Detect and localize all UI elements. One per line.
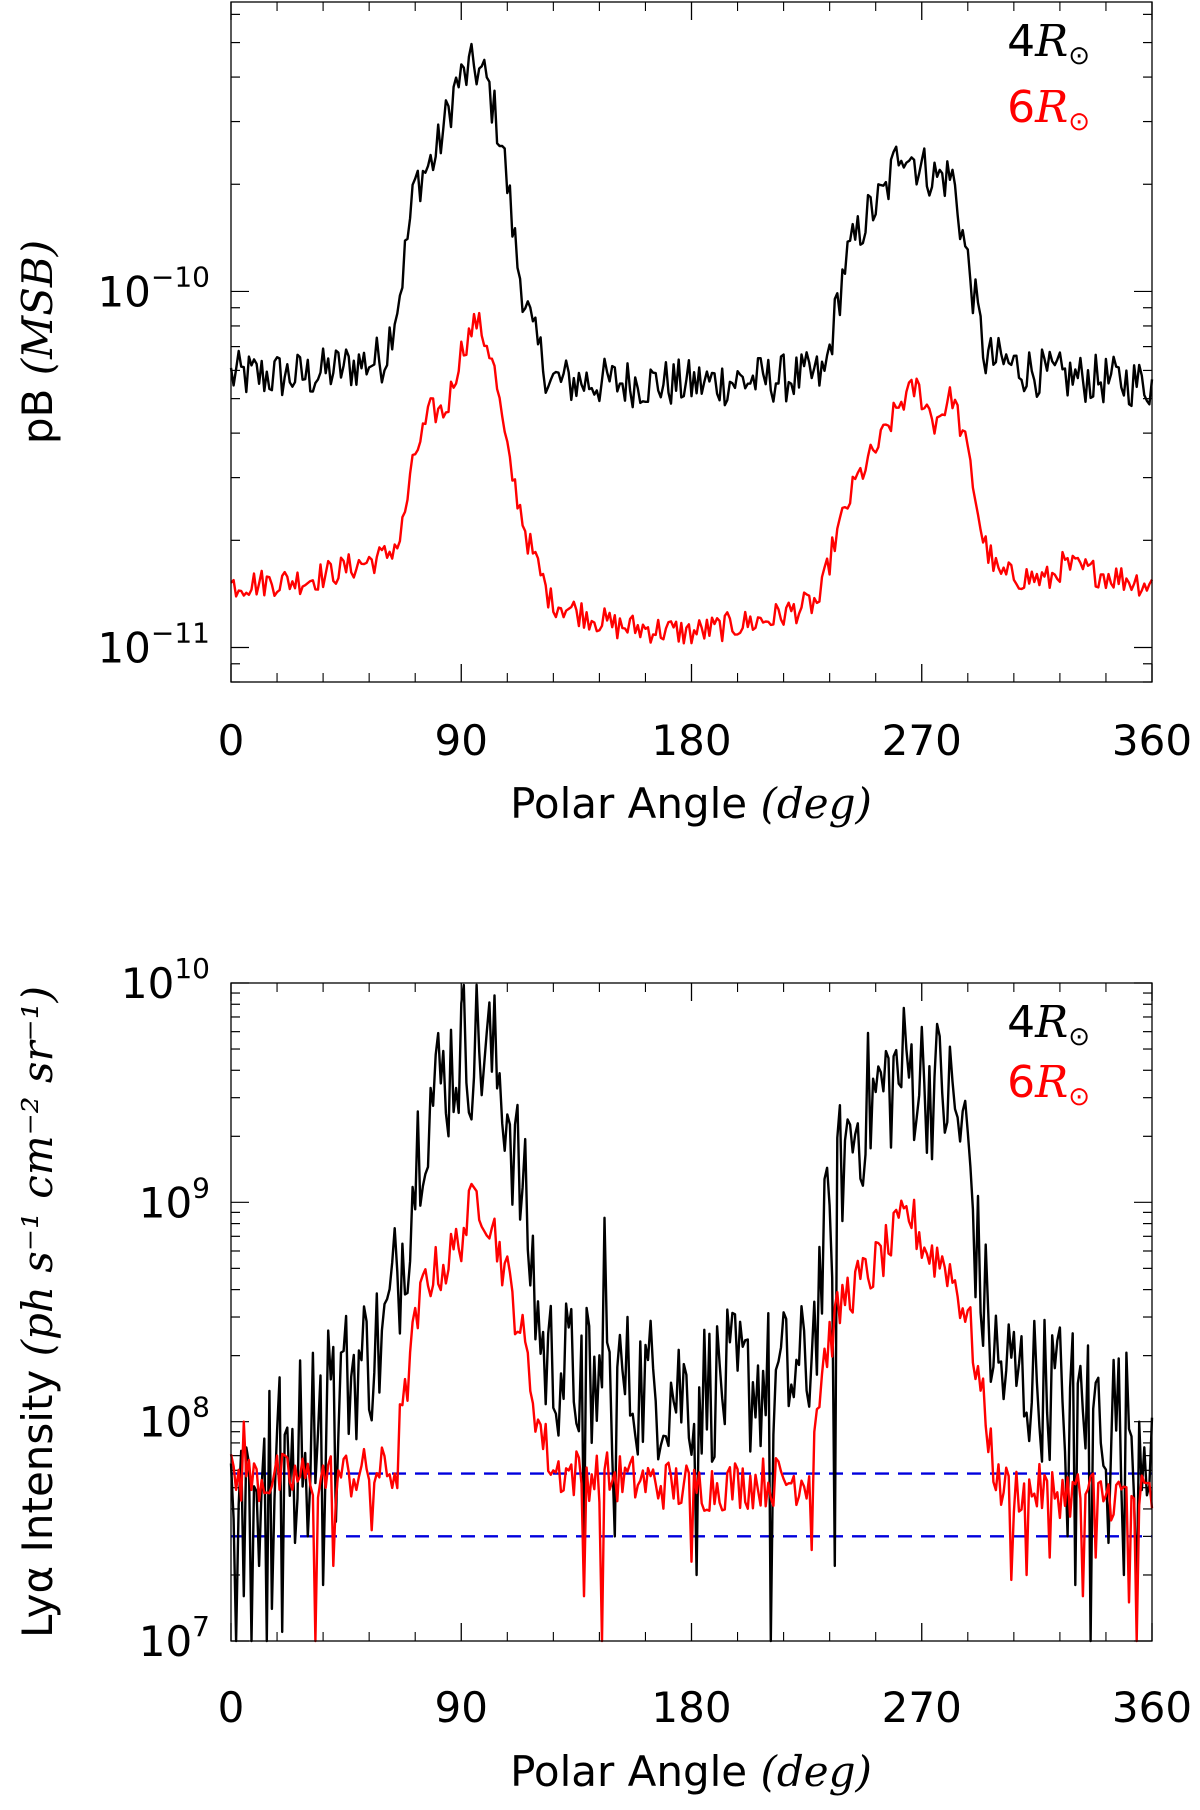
lya-legend-4rsun: 4R⊙ [1007,997,1090,1052]
pb-series-group [229,42,1154,645]
y-tick-label: 108 [139,1391,210,1447]
pb-y-axis-label: pB (MSB) [13,240,62,444]
series-line-4rsun [229,42,1154,409]
y-tick-label: 10−11 [97,616,210,672]
x-tick-label: 270 [882,716,962,765]
y-tick-label: 107 [139,1610,210,1666]
y-tick-label: 1010 [121,952,210,1008]
x-tick-label: 270 [882,1683,962,1732]
x-tick-label: 0 [218,716,245,765]
x-tick-label: 180 [651,1683,731,1732]
series-line-4rsun [229,983,1154,1643]
pb-legend-4rsun: 4R⊙ [1007,16,1090,71]
lya-y-tick-labels: 1010 109 108 107 [121,952,210,1666]
x-tick-label: 90 [435,1683,488,1732]
lya-legend: 4R⊙ 6R⊙ [1007,997,1090,1112]
lya-legend-6rsun: 6R⊙ [1007,1057,1090,1112]
x-tick-label: 0 [218,1683,245,1732]
pb-panel: 0 90 180 270 360 10−10 10−11 Polar Angle (deg… [13,1,1192,828]
pb-x-tick-labels: 0 90 180 270 360 [218,716,1192,765]
x-tick-label: 360 [1112,1683,1192,1732]
pb-ticks [230,2,1153,683]
lya-series-group [229,983,1154,1643]
series-line-6rsun [230,311,1154,645]
pb-y-tick-labels: 10−10 10−11 [97,260,210,672]
pb-plot-frame [230,1,1153,683]
lya-y-axis-label: Lyα Intensity (ph s⁻¹ cm⁻² sr⁻¹) [13,986,62,1638]
x-tick-label: 180 [651,716,731,765]
lya-plot-frame [230,982,1153,1642]
series-line-6rsun [229,1182,1154,1643]
lya-x-axis-label: Polar Angle (deg) [510,1747,872,1796]
x-tick-label: 90 [435,716,488,765]
lya-panel: 0 90 180 270 360 1010 109 108 107 Polar Angle (… [13,952,1192,1796]
x-tick-label: 360 [1112,716,1192,765]
pb-x-axis-label: Polar Angle (deg) [510,779,872,828]
pb-legend: 4R⊙ 6R⊙ [1007,16,1090,137]
y-tick-label: 109 [139,1171,210,1227]
y-tick-label: 10−10 [97,260,210,316]
lya-x-tick-labels: 0 90 180 270 360 [218,1683,1192,1732]
pb-legend-6rsun: 6R⊙ [1007,82,1090,137]
